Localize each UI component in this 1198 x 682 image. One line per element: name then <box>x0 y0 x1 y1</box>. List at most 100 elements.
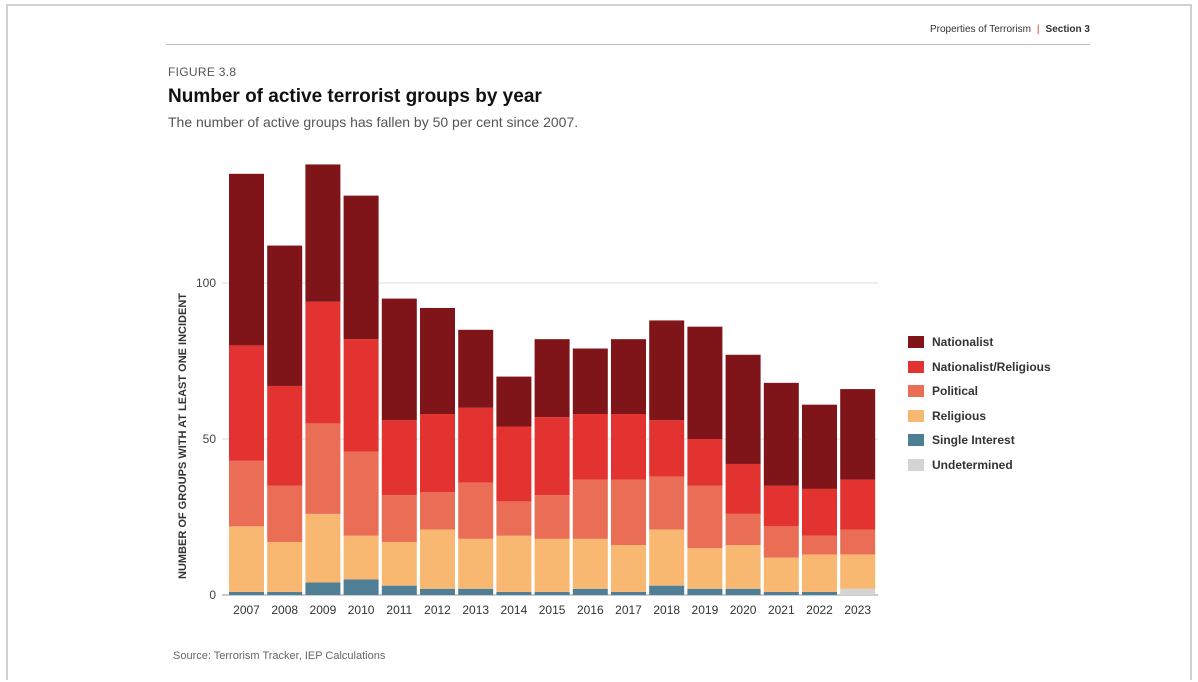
source-note: Source: Terrorism Tracker, IEP Calculati… <box>173 650 386 662</box>
bar-segment-religious-2022 <box>802 554 837 592</box>
bar-segment-political-2008 <box>267 485 303 542</box>
x-tick-label: 2020 <box>730 603 757 617</box>
bar-segment-religious-2019 <box>687 548 723 589</box>
chart-legend: Nationalist Nationalist/Religious Politica… <box>908 330 1051 477</box>
bar-segment-nationalist-religious-2011 <box>381 420 417 496</box>
legend-item: Religious <box>908 404 1051 429</box>
bar-segment-nationalist-religious-2013 <box>458 407 494 483</box>
bar-segment-single-interest-2013 <box>458 588 494 595</box>
x-tick-label: 2022 <box>806 603 833 617</box>
bar-segment-nationalist-religious-2010 <box>343 339 379 452</box>
bar-segment-nationalist-religious-2016 <box>572 414 608 480</box>
bar-segment-nationalist-religious-2008 <box>267 385 303 486</box>
bar-segment-political-2016 <box>572 479 608 539</box>
page-header: Properties of Terrorism | Section 3 <box>930 24 1090 35</box>
bar-segment-single-interest-2009 <box>305 582 341 595</box>
x-tick-label: 2016 <box>577 603 604 617</box>
bar-segment-religious-2008 <box>267 541 303 592</box>
bar-segment-single-interest-2022 <box>802 591 837 595</box>
x-tick-label: 2010 <box>348 603 375 617</box>
bar-segment-nationalist-2013 <box>458 329 494 408</box>
bar-segment-nationalist-2014 <box>496 376 532 427</box>
bar-segment-religious-2023 <box>840 554 876 589</box>
x-tick-label: 2013 <box>462 603 489 617</box>
bar-segment-single-interest-2016 <box>572 588 608 595</box>
header-section-number: Section 3 <box>1045 24 1090 35</box>
bar-segment-single-interest-2008 <box>267 591 303 595</box>
bar-segment-nationalist-2020 <box>725 354 761 464</box>
bar-segment-nationalist-religious-2007 <box>229 345 264 461</box>
bar-segment-religious-2015 <box>534 538 570 592</box>
x-tick-label: 2009 <box>310 603 337 617</box>
x-tick-label: 2023 <box>844 603 871 617</box>
chart-title: Number of active terrorist groups by yea… <box>168 86 542 107</box>
bar-segment-political-2014 <box>496 501 532 536</box>
x-tick-label: 2014 <box>501 603 528 617</box>
legend-label: Nationalist <box>932 335 994 350</box>
legend-item: Political <box>908 379 1051 404</box>
legend-swatch <box>908 458 924 471</box>
bar-segment-religious-2009 <box>305 513 341 583</box>
axis-layer: 0 50 100 2007 2008 2009 2010 2011 2012 2013 2014 20… <box>196 276 871 617</box>
bar-segment-political-2021 <box>763 526 799 558</box>
legend-item: Single Interest <box>908 428 1051 453</box>
bar-segment-nationalist-religious-2012 <box>420 414 455 493</box>
bar-segment-nationalist-religious-2019 <box>687 439 723 486</box>
legend-label: Political <box>932 384 979 399</box>
legend-item: Undetermined <box>908 453 1051 478</box>
bar-segment-religious-2012 <box>420 529 455 589</box>
bar-segment-political-2019 <box>687 485 723 549</box>
bar-segment-nationalist-2023 <box>840 389 876 480</box>
bar-segment-single-interest-2010 <box>343 579 379 595</box>
bar-segment-nationalist-2018 <box>649 320 685 421</box>
legend-item: Nationalist <box>908 330 1051 355</box>
bar-segment-nationalist-2019 <box>687 326 723 439</box>
header-rule <box>166 44 1090 45</box>
legend-swatch <box>908 336 924 349</box>
bar-segment-religious-2014 <box>496 535 532 592</box>
legend-swatch <box>908 360 924 373</box>
bar-segment-political-2017 <box>611 479 646 546</box>
bar-segment-nationalist-2010 <box>343 195 379 340</box>
bar-segment-political-2010 <box>343 451 379 536</box>
bar-segment-religious-2016 <box>572 538 608 589</box>
bar-segment-political-2011 <box>381 495 417 542</box>
x-tick-label: 2008 <box>271 603 298 617</box>
bar-segment-nationalist-religious-2015 <box>534 417 570 496</box>
x-tick-label: 2011 <box>386 603 412 617</box>
bar-segment-single-interest-2020 <box>725 588 761 595</box>
x-tick-label: 2017 <box>615 603 642 617</box>
bar-segment-single-interest-2017 <box>611 591 646 595</box>
bar-segment-nationalist-2008 <box>267 245 303 386</box>
bar-segment-religious-2017 <box>611 545 646 592</box>
bar-segment-nationalist-2007 <box>229 173 264 346</box>
bar-segment-nationalist-religious-2023 <box>840 479 876 530</box>
bar-segment-political-2023 <box>840 529 876 555</box>
bar-segment-religious-2010 <box>343 535 379 580</box>
x-tick-label: 2018 <box>653 603 680 617</box>
bar-segment-political-2009 <box>305 423 341 514</box>
header-section-title: Properties of Terrorism <box>929 24 1031 35</box>
bar-segment-nationalist-2017 <box>611 339 646 415</box>
bar-segment-single-interest-2019 <box>687 588 723 595</box>
bar-segment-nationalist-religious-2009 <box>305 301 341 424</box>
bar-segment-political-2013 <box>458 482 494 539</box>
bar-segment-nationalist-religious-2018 <box>649 420 685 477</box>
bar-segment-nationalist-2021 <box>763 382 799 486</box>
x-tick-label: 2012 <box>424 603 451 617</box>
bar-segment-political-2018 <box>649 476 685 530</box>
bar-segment-political-2022 <box>802 535 837 555</box>
x-tick-label: 2019 <box>692 603 719 617</box>
chart-subtitle: The number of active groups has fallen b… <box>168 114 579 130</box>
legend-swatch <box>908 434 924 447</box>
y-tick-label: 100 <box>196 276 216 290</box>
figure-label: FIGURE 3.8 <box>168 65 237 79</box>
x-tick-label: 2015 <box>539 603 566 617</box>
bar-segment-single-interest-2015 <box>534 591 570 595</box>
x-tick-label: 2007 <box>233 603 260 617</box>
bar-segment-nationalist-2016 <box>572 348 608 415</box>
bar-segment-nationalist-2012 <box>420 307 455 415</box>
bar-segment-religious-2020 <box>725 545 761 589</box>
bar-segment-single-interest-2011 <box>381 585 417 595</box>
